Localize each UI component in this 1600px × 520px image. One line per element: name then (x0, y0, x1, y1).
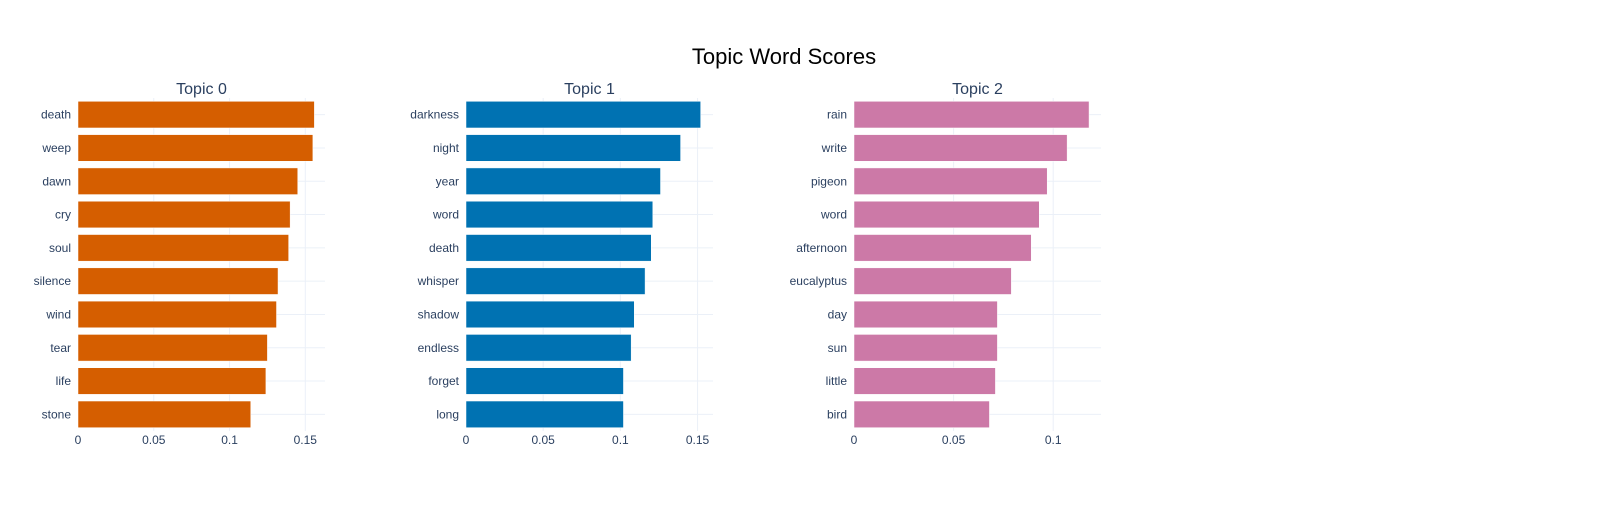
bar-life[interactable] (77, 367, 267, 395)
y-tick-label: wind (45, 307, 71, 321)
y-tick-label: cry (55, 208, 71, 222)
y-tick-label: write (821, 141, 848, 155)
bar-cry[interactable] (77, 200, 291, 229)
bar-stone[interactable] (77, 400, 251, 428)
x-tick-label: 0.05 (942, 433, 966, 447)
bar-shadow[interactable] (465, 300, 635, 329)
bar-weep[interactable] (77, 134, 314, 162)
bar-tear[interactable] (77, 334, 268, 362)
y-tick-label: tear (50, 341, 71, 355)
y-tick-label: whisper (417, 274, 459, 288)
subplot-title: Topic 2 (952, 81, 1003, 98)
y-tick-label: word (820, 208, 847, 222)
bar-night[interactable] (465, 134, 681, 162)
y-tick-label: weep (41, 141, 71, 155)
subplot-topic-2: Topic 2 rain write pigeon word afternoon eucal… (790, 81, 1101, 447)
bar-endless[interactable] (465, 334, 632, 362)
y-tick-label: little (826, 374, 848, 388)
y-tick-label: endless (418, 341, 459, 355)
x-tick-label: 0.05 (142, 433, 166, 447)
y-tick-label: shadow (418, 307, 460, 321)
subplot-title: Topic 1 (564, 81, 615, 98)
y-tick-label: year (436, 174, 459, 188)
y-tick-label: day (828, 307, 847, 321)
bar-death[interactable] (77, 101, 315, 129)
x-tick-label: 0.1 (612, 433, 629, 447)
y-tick-label: eucalyptus (790, 274, 847, 288)
bar-bird[interactable] (853, 400, 990, 428)
x-tick-label: 0.15 (294, 433, 318, 447)
bar-afternoon[interactable] (853, 234, 1032, 262)
y-tick-label: bird (827, 407, 847, 421)
bar-soul[interactable] (77, 234, 289, 262)
y-tick-label: long (436, 407, 459, 421)
y-tick-label: death (41, 108, 71, 122)
x-tick-label: 0.15 (686, 433, 710, 447)
bar-eucalyptus[interactable] (853, 267, 1012, 295)
bar-silence[interactable] (77, 267, 279, 295)
y-tick-label: stone (42, 407, 72, 421)
bar-year[interactable] (465, 167, 661, 195)
x-tick-label: 0 (75, 433, 82, 447)
y-tick-label: darkness (410, 108, 459, 122)
bar-little[interactable] (853, 367, 996, 395)
subplot-topic-1: Topic 1 darkness night year word death whisper… (410, 81, 713, 447)
x-tick-label: 0.1 (1045, 433, 1062, 447)
y-tick-label: forget (428, 374, 459, 388)
bar-rain[interactable] (853, 101, 1090, 129)
bar-wind[interactable] (77, 300, 277, 329)
x-tick-label: 0.1 (221, 433, 238, 447)
bar-dawn[interactable] (77, 167, 298, 195)
bar-long[interactable] (465, 400, 624, 428)
y-tick-label: sun (828, 341, 847, 355)
bar-word[interactable] (853, 200, 1040, 229)
bar-write[interactable] (853, 134, 1068, 162)
y-tick-label: dawn (42, 174, 71, 188)
y-tick-label: rain (827, 108, 847, 122)
subplot-topic-0: Topic 0 death weep dawn cry soul silence wind te… (34, 81, 325, 447)
figure-title: Topic Word Scores (692, 44, 876, 69)
y-tick-label: pigeon (811, 174, 847, 188)
bar-forget[interactable] (465, 367, 624, 395)
y-tick-label: silence (34, 274, 72, 288)
bar-word[interactable] (465, 200, 654, 229)
y-tick-label: afternoon (796, 241, 847, 255)
y-tick-label: life (56, 374, 72, 388)
subplot-title: Topic 0 (176, 81, 227, 98)
y-tick-label: soul (49, 241, 71, 255)
x-tick-label: 0.05 (532, 433, 556, 447)
y-tick-label: death (429, 241, 459, 255)
bar-darkness[interactable] (465, 101, 701, 129)
x-tick-label: 0 (463, 433, 470, 447)
x-tick-label: 0 (851, 433, 858, 447)
bar-day[interactable] (853, 300, 998, 329)
bar-death[interactable] (465, 234, 652, 262)
y-tick-label: word (432, 208, 459, 222)
y-tick-label: night (433, 141, 460, 155)
bar-sun[interactable] (853, 334, 998, 362)
bar-whisper[interactable] (465, 267, 646, 295)
bar-pigeon[interactable] (853, 167, 1048, 195)
